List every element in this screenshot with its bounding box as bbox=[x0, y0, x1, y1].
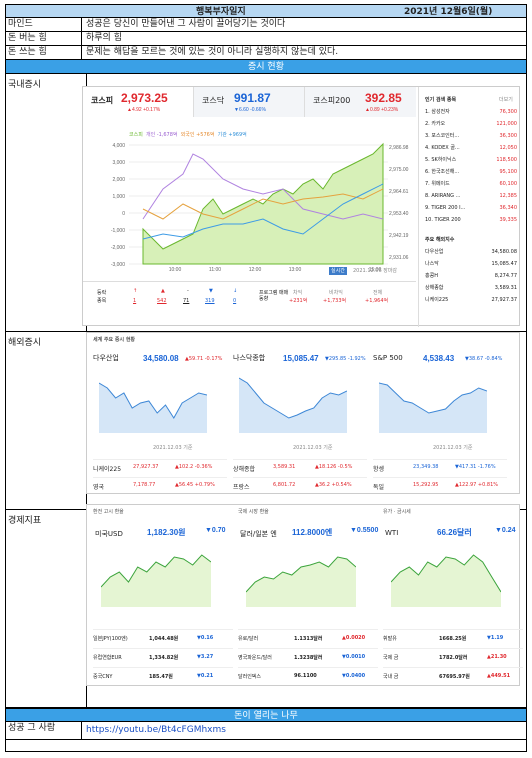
index-row[interactable]: 영국 7,178.77 ▲56.45 +0.79% bbox=[93, 477, 227, 493]
x-tick: 11:00 bbox=[209, 267, 221, 273]
overseas-label: 해외증시 bbox=[8, 338, 42, 348]
spend-row: 돈 쓰는 힘 문제는 해답을 모르는 것에 있는 것이 아니라 실행하지 않는데 … bbox=[5, 46, 527, 60]
earn-row: 돈 버는 힘 하루의 힘 bbox=[5, 32, 527, 46]
tab-kospi200[interactable]: 코스피200 392.85 ▲0.89 +0.23% bbox=[305, 87, 416, 117]
kospi-area bbox=[142, 142, 384, 265]
x-tick: 12:00 bbox=[249, 267, 262, 273]
list-item[interactable]: 나스닥 15,085.47 bbox=[425, 261, 517, 267]
foreign-line bbox=[142, 188, 384, 220]
list-item[interactable]: 다우산업 34,580.08 bbox=[425, 249, 517, 255]
y-tick-right: 2,964.61 bbox=[389, 189, 409, 195]
list-item[interactable]: 2. 카카오 121,000 bbox=[425, 121, 517, 127]
y-tick-right: 2,975.00 bbox=[389, 167, 409, 173]
fx-row[interactable]: 중국CNY 185.47원 ▼0.21 bbox=[93, 667, 233, 684]
index-sparkline bbox=[379, 382, 487, 433]
fx-card[interactable]: WTI 66.26달러 ▼0.24 bbox=[383, 521, 523, 625]
y-tick-left: 2,000 bbox=[112, 177, 125, 183]
list-item[interactable]: 9. TIGER 200 I... 36,340 bbox=[425, 205, 517, 211]
x-tick: 13:00 bbox=[289, 267, 302, 273]
list-item[interactable]: 니케이225 27,927.37 bbox=[425, 297, 517, 303]
fx-row[interactable]: 영국파운드/달러 1.3238달러 ▼0.0010 bbox=[238, 648, 378, 665]
economy-panel: 환전 고시 환율 국제 시장 환율 유가 · 금시세 미국USD 1,182.30원 ▼0… bbox=[86, 504, 523, 686]
index-row[interactable]: 상해종합 3,589.31 ▲18.126 -0.5% bbox=[233, 459, 367, 475]
fx-sparkline bbox=[101, 554, 211, 607]
x-tick: 15:00 bbox=[369, 267, 382, 273]
list-item[interactable]: 5. SK하이닉스 118,500 bbox=[425, 157, 517, 163]
list-item[interactable]: 8. ARIRANG ... 12,385 bbox=[425, 193, 517, 199]
more-link[interactable]: 더보기 bbox=[499, 97, 513, 103]
index-sparkline bbox=[239, 377, 347, 433]
fx-sparkline bbox=[246, 556, 356, 607]
list-item[interactable]: 6. 한국조선해... 95,100 bbox=[425, 169, 517, 175]
y-tick-left: 4,000 bbox=[112, 143, 125, 149]
index-tabs: 코스피 2,973.25 ▲4.92 +0.17% 코스닥 991.87 ▼6.… bbox=[83, 87, 416, 117]
institution-line bbox=[142, 183, 384, 240]
economy-label: 경제지표 bbox=[8, 516, 42, 526]
y-tick-left: 3,000 bbox=[112, 160, 125, 166]
y-tick-left: -1,000 bbox=[111, 228, 125, 234]
fx-row[interactable]: 유로/달러 1.1313달러 ▲0.0020 bbox=[238, 629, 378, 646]
realtime-badge: 실시간 bbox=[329, 267, 347, 275]
page-title: 행복부자일지 bbox=[196, 7, 246, 17]
kospi-intraday-chart: 4,000 3,000 2,000 1,000 0 -1,000 -2,000 -3,000 2… bbox=[111, 142, 409, 273]
date: 2021년 12월6일(월) bbox=[404, 7, 493, 17]
index-row[interactable]: 니케이225 27,927.37 ▲102.2 -0.36% bbox=[93, 459, 227, 475]
advance-decline: 등락 종목 ↑ ▲ - ▼ ↓ 1 542 71 319 0 프로그램 매매동향… bbox=[83, 281, 416, 327]
index-sparkline bbox=[99, 382, 207, 433]
title-bar: 행복부자일지 2021년 12월6일(월) bbox=[5, 4, 527, 18]
money-tree-band: 돈이 열리는 나무 bbox=[5, 708, 527, 722]
fx-card[interactable]: 미국USD 1,182.30원 ▼0.70 bbox=[93, 521, 233, 625]
y-tick-left: -2,000 bbox=[111, 245, 125, 251]
popular-stock-list: 1. 삼성전자 76,300 2. 카카오 121,000 3. 포스코인터... 36,… bbox=[425, 109, 517, 229]
world-index-list: 다우산업 34,580.08 나스닥 15,085.47 홍콩H 8,274.77 상해종합… bbox=[425, 249, 517, 309]
list-item[interactable]: 1. 삼성전자 76,300 bbox=[425, 109, 517, 115]
index-row[interactable]: 독일 15,292.95 ▲122.97 +0.81% bbox=[373, 477, 507, 493]
y-tick-left: 0 bbox=[122, 211, 125, 217]
fx-row[interactable]: 휘발유 1668.25원 ▼1.19 bbox=[383, 629, 523, 646]
world-index-card[interactable]: 다우산업 34,580.08 ▲59.71 -0.17% 2021.12.03 기준 bbox=[93, 354, 223, 451]
mind-row: 마인드 성공은 당신이 만들어낸 그 사람이 끌어당기는 것이다 bbox=[5, 18, 527, 32]
fx-row[interactable]: 국제 금 1782.0달러 ▲21.30 bbox=[383, 648, 523, 665]
fx-sparkline bbox=[391, 554, 501, 607]
world-market-panel: 세계 주요 증시 현황 다우산업 34,580.08 ▲59.71 -0.17% 20… bbox=[86, 332, 520, 494]
stock-status-band: 증시 현황 bbox=[5, 60, 527, 74]
world-index-card[interactable]: S&P 500 4,538.43 ▼38.67 -0.84% 2021.12.03 기… bbox=[373, 354, 503, 451]
y-tick-right: 2,986.98 bbox=[389, 145, 409, 151]
list-item[interactable]: 10. TIGER 200 39,335 bbox=[425, 217, 517, 223]
y-tick-left: -3,000 bbox=[111, 262, 125, 268]
tab-kosdaq[interactable]: 코스닥 991.87 ▼6.60 -0.66% bbox=[194, 87, 305, 117]
list-item[interactable]: 3. 포스코인터... 36,300 bbox=[425, 133, 517, 139]
list-item[interactable]: 홍콩H 8,274.77 bbox=[425, 273, 517, 279]
fx-card[interactable]: 달러/일본 엔 112.8000엔 ▼0.5500 bbox=[238, 521, 378, 625]
footer-row: 성공 그 사람 https://youtu.be/Bt4cFGMhxms bbox=[5, 722, 527, 740]
fx-row[interactable]: 국내 금 67695.97원 ▲449.51 bbox=[383, 667, 523, 684]
list-item[interactable]: 상해종합 3,589.31 bbox=[425, 285, 517, 291]
x-tick: 10:00 bbox=[169, 267, 182, 273]
individual-line bbox=[142, 153, 384, 220]
chart-legend: 코스피 개인 -1,678억 외국인 +576억 기관 +969억 bbox=[129, 132, 247, 138]
fx-row[interactable]: 일본JPY(100엔) 1,044.48원 ▼0.16 bbox=[93, 629, 233, 646]
empty-row bbox=[5, 740, 527, 752]
list-item[interactable]: 4. KODEX 골... 12,050 bbox=[425, 145, 517, 151]
fx-row[interactable]: 유럽연합EUR 1,334.82원 ▼3.27 bbox=[93, 648, 233, 665]
kr-sidebar: 인기 검색 종목 더보기 1. 삼성전자 76,300 2. 카카오 121,000 3… bbox=[418, 87, 520, 327]
y-tick-right: 2,931.06 bbox=[389, 255, 409, 261]
y-tick-right: 2,953.40 bbox=[389, 211, 409, 217]
index-row[interactable]: 항셍 23,349.38 ▼417.31 -1.76% bbox=[373, 459, 507, 475]
index-row[interactable]: 프랑스 6,801.72 ▲36.2 +0.54% bbox=[233, 477, 367, 493]
kr-market-panel: 코스피 2,973.25 ▲4.92 +0.17% 코스닥 991.87 ▼6.… bbox=[82, 86, 520, 327]
chart-timestamp: 2021.12.06 장마감 bbox=[353, 268, 398, 274]
y-tick-right: 2,942.19 bbox=[389, 233, 409, 239]
tab-kospi[interactable]: 코스피 2,973.25 ▲4.92 +0.17% bbox=[83, 87, 194, 117]
world-index-card[interactable]: 나스닥종합 15,085.47 ▼295.85 -1.92% 2021.12.03 기… bbox=[233, 354, 366, 451]
youtube-link[interactable]: https://youtu.be/Bt4cFGMhxms bbox=[86, 725, 226, 735]
domestic-label: 국내증시 bbox=[8, 80, 42, 90]
list-item[interactable]: 7. 위메이드 60,100 bbox=[425, 181, 517, 187]
fx-row[interactable]: 달러인덱스 96.1100 ▼0.0400 bbox=[238, 667, 378, 684]
y-tick-left: 1,000 bbox=[112, 194, 125, 200]
